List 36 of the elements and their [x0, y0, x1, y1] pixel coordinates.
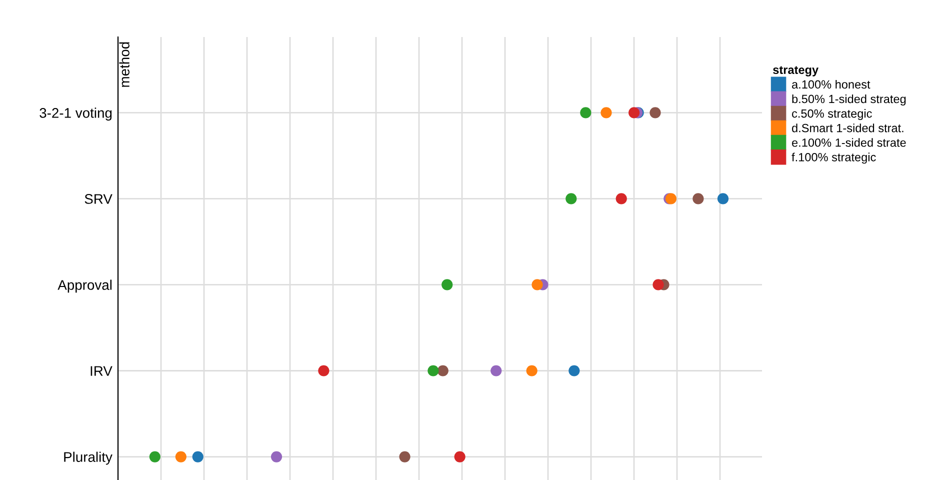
point	[652, 279, 664, 290]
point	[692, 193, 704, 204]
legend-label: d.Smart 1-sided strat.	[792, 124, 904, 132]
y-tick-label: 3-2-1 voting	[40, 108, 112, 121]
point	[568, 365, 580, 376]
y-tick-label: SRV	[84, 194, 112, 204]
point	[437, 365, 448, 376]
y-tick-label: IRV	[90, 366, 112, 376]
point	[532, 279, 543, 290]
legend-label: e.100% 1-sided strate	[792, 138, 906, 147]
point	[600, 107, 612, 118]
y-tick-label: Plurality	[64, 452, 112, 465]
point	[399, 451, 410, 462]
legend-label: c.50% strategic	[792, 109, 872, 120]
point	[270, 451, 282, 462]
point	[566, 193, 577, 204]
y-tick-label: Approval	[58, 280, 112, 293]
point	[490, 365, 502, 376]
point	[442, 279, 453, 290]
point	[175, 451, 186, 462]
point	[454, 451, 466, 462]
point	[650, 107, 661, 118]
point	[149, 451, 160, 462]
y-axis-title: method	[119, 42, 130, 87]
point	[628, 107, 640, 118]
legend-title: strategy	[773, 66, 818, 76]
legend-label: b.50% 1-sided strateg	[792, 94, 906, 106]
point	[717, 193, 729, 204]
point	[526, 365, 538, 376]
point	[580, 107, 592, 118]
point	[616, 193, 627, 204]
point	[192, 451, 204, 462]
point	[428, 365, 439, 376]
legend-label: a.100% honest	[792, 80, 870, 89]
legend-label: f.100% strategic	[792, 152, 876, 164]
point	[318, 365, 330, 376]
